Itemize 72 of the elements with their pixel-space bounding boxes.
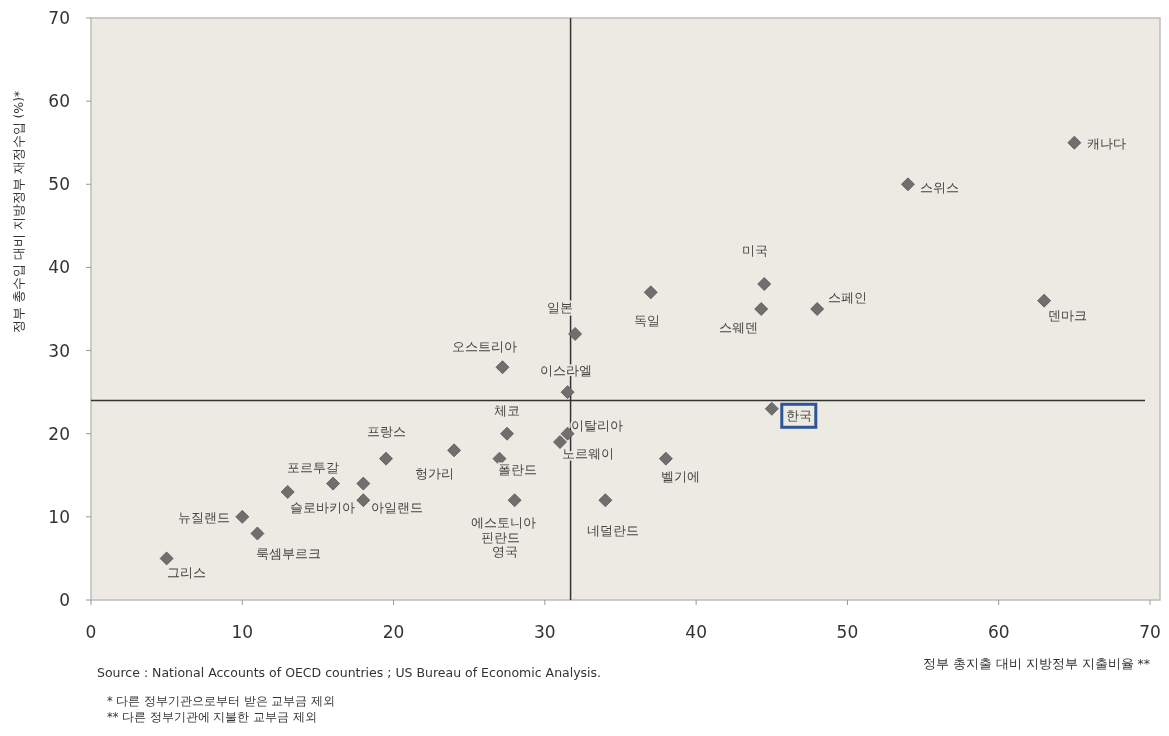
- x-tick-label: 60: [987, 622, 1010, 642]
- x-tick-label: 70: [1139, 622, 1161, 642]
- annotation: 룩셈부르크: [255, 545, 321, 561]
- y-axis-title: 정부 총수입 대비 지방정부 재정수입 (%)*: [10, 90, 26, 334]
- annotation: 한국: [785, 408, 812, 424]
- x-tick-label: 50: [836, 622, 859, 642]
- point: [492, 451, 507, 466]
- point: [500, 426, 514, 441]
- annotation: 오스트리아: [452, 338, 517, 354]
- y-tick-label: 0: [59, 590, 70, 610]
- point: [1067, 135, 1082, 150]
- y-tick-label: 20: [48, 423, 70, 444]
- point: [568, 327, 583, 341]
- point: [356, 476, 371, 491]
- annotation: 캐나다: [1087, 136, 1127, 152]
- annotation: 스위스: [919, 179, 959, 195]
- point: [1037, 293, 1051, 308]
- y-tick-label: 70: [48, 8, 70, 28]
- annotation: 폴란드: [497, 462, 537, 478]
- y-tick-label: 40: [48, 257, 70, 278]
- y-tick-label: 50: [48, 174, 70, 195]
- annotation: 벨기에: [661, 469, 701, 485]
- point: [643, 285, 658, 300]
- x-tick-label: 20: [382, 622, 405, 642]
- point: [560, 385, 575, 400]
- annotation: 영국: [492, 544, 518, 559]
- point: [356, 493, 371, 508]
- annotation: 포르투갈: [286, 460, 339, 476]
- annotation: 독일: [633, 312, 660, 328]
- point: [658, 451, 673, 466]
- annotation: 스페인: [827, 289, 867, 305]
- annotation: 슬로바키아: [289, 500, 355, 516]
- point: [280, 485, 295, 499]
- annotation: 프랑스: [366, 424, 406, 440]
- y-tick-label: 30: [48, 340, 70, 361]
- point: [326, 476, 340, 491]
- y-tick-label: 60: [48, 91, 70, 112]
- annotation: 에스토니아: [471, 514, 537, 530]
- point: [507, 493, 522, 508]
- x-tick-label: 40: [685, 622, 707, 642]
- text: ** 다른 정부기관에 지불한 교부금 제외: [107, 710, 317, 724]
- point: [810, 302, 825, 316]
- annotation: 핀란드: [480, 530, 520, 545]
- annotation: 스웨덴: [718, 319, 758, 335]
- annotation: 뉴질랜드: [178, 510, 231, 526]
- annotation: 미국: [742, 242, 769, 258]
- point: [754, 302, 769, 316]
- point: [159, 551, 174, 566]
- annotation: 그리스: [166, 564, 206, 580]
- x-tick-label: 0: [85, 622, 97, 642]
- point: [901, 177, 915, 192]
- x-axis-title: 정부 총지출 대비 지방정부 지출비율 **: [922, 656, 1150, 671]
- source-note: Source : National Accounts of OECD countries ; US Bureau of Economic Analysis.: [97, 665, 602, 680]
- point: [764, 401, 779, 416]
- point: [495, 360, 510, 375]
- annotation: 네덜란드: [587, 522, 640, 538]
- x-tick-label: 10: [231, 622, 254, 642]
- annotation: 덴마크: [1047, 308, 1087, 324]
- annotation: 체코: [494, 403, 521, 419]
- point: [379, 451, 393, 466]
- x-tick-label: 30: [534, 622, 556, 642]
- annotation: 이탈리아: [570, 418, 623, 434]
- point: [235, 509, 250, 524]
- y-tick-label: 10: [48, 506, 70, 527]
- point: [757, 277, 772, 291]
- annotation: 헝가리: [414, 465, 454, 481]
- annotation: 아일랜드: [371, 499, 424, 515]
- point: [250, 526, 265, 541]
- point: [447, 443, 461, 458]
- point: [553, 435, 567, 449]
- text: * 다른 정부기관으로부터 받은 교부금 제외: [107, 694, 336, 708]
- point: [598, 493, 613, 508]
